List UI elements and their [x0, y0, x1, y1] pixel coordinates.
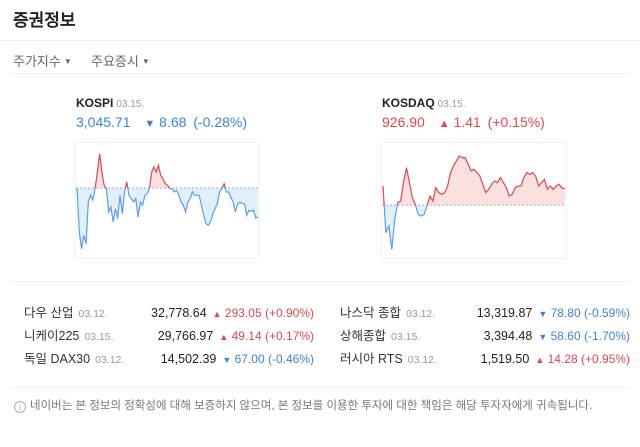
world-index-row[interactable]: 러시아 RTS 03.12. 1,519.50 ▲ 14.28 (+0.95%)	[340, 349, 630, 369]
index-date: 03.12.	[78, 308, 108, 320]
index-label-group: 다우 산업 03.12.	[24, 303, 145, 324]
index-name: 상해종합	[340, 329, 387, 343]
price-line-up	[382, 155, 566, 206]
disclaimer-text: 네이버는 본 정보의 정확성에 대해 보증하지 않으며, 본 정보를 이용한 투…	[30, 400, 593, 412]
index-name: KOSPI	[76, 96, 114, 110]
info-icon: i	[14, 401, 26, 413]
index-percent: (-0.46%)	[267, 352, 314, 366]
kosdaq-sparkline[interactable]	[381, 142, 567, 259]
divider	[10, 281, 630, 282]
index-change: 67.00	[234, 352, 265, 366]
caret-down-icon: ▼	[141, 57, 150, 66]
index-label-group: 독일 DAX30 03.12.	[24, 349, 155, 370]
index-date: 03.12.	[95, 354, 125, 366]
index-date: 03.15.	[391, 331, 421, 343]
area-below-previous-close	[77, 188, 258, 249]
index-change: 8.68	[159, 114, 187, 130]
area-above-previous-close	[383, 155, 565, 206]
index-label-group: 러시아 RTS 03.12.	[340, 349, 475, 370]
price-line-up	[77, 153, 226, 188]
page-title: 증권정보	[13, 11, 76, 30]
tab-major-markets[interactable]: 주요증시 ▼	[91, 51, 150, 70]
index-change: 14.28	[547, 352, 578, 366]
down-arrow-icon: ▼	[538, 309, 548, 319]
index-change: 49.14	[231, 329, 262, 343]
up-arrow-icon: ▲	[438, 118, 450, 130]
index-change: 78.80	[550, 306, 581, 320]
index-change-group: ▲ 49.14 (+0.17%)	[219, 326, 314, 347]
index-date: 03.12.	[407, 354, 437, 366]
tab-stock-index[interactable]: 주가지수 ▼	[13, 51, 72, 70]
index-name: 독일 DAX30	[24, 352, 91, 366]
index-name: 러시아 RTS	[340, 352, 403, 366]
down-arrow-icon: ▼	[538, 332, 548, 342]
divider	[10, 73, 630, 74]
index-date: 03.15.	[116, 99, 145, 110]
caret-down-icon: ▼	[63, 57, 72, 66]
index-percent: (-0.59%)	[583, 306, 630, 320]
index-name: 나스닥 종합	[340, 306, 401, 320]
index-change: 58.60	[550, 329, 581, 343]
kosdaq-header[interactable]: KOSDAQ 03.15.	[382, 94, 465, 112]
down-arrow-icon: ▼	[222, 355, 232, 365]
world-index-row[interactable]: 니케이225 03.15. 29,766.97 ▲ 49.14 (+0.17%)	[24, 326, 314, 346]
index-percent: (-0.28%)	[193, 114, 247, 130]
index-date: 03.15.	[437, 99, 466, 110]
index-name: KOSDAQ	[382, 96, 435, 110]
kospi-sparkline[interactable]	[75, 142, 260, 259]
index-value: 926.90	[382, 114, 425, 130]
index-percent: (+0.17%)	[264, 329, 314, 343]
index-change-group: ▼ 58.60 (-1.70%)	[538, 326, 630, 347]
world-index-row[interactable]: 상해종합 03.15. 3,394.48 ▼ 58.60 (-1.70%)	[340, 326, 630, 346]
index-value: 29,766.97	[157, 329, 214, 343]
index-value: 3,394.48	[483, 329, 533, 343]
world-index-row[interactable]: 독일 DAX30 03.12. 14,502.39 ▼ 67.00 (-0.46%)	[24, 349, 314, 369]
index-change-group: ▲ 293.05 (+0.90%)	[213, 303, 314, 324]
divider	[10, 387, 630, 388]
kosdaq-value-line: 926.90 ▲ 1.41 (+0.15%)	[382, 114, 545, 130]
down-arrow-icon: ▼	[144, 118, 156, 130]
area-above-previous-close	[77, 153, 258, 188]
index-value: 13,319.87	[476, 306, 533, 320]
index-label-group: 상해종합 03.15.	[340, 326, 478, 347]
kospi-value-line: 3,045.71 ▼ 8.68 (-0.28%)	[76, 114, 247, 130]
price-line-down	[76, 188, 259, 249]
index-name: 다우 산업	[24, 306, 74, 320]
index-percent: (+0.15%)	[487, 114, 545, 130]
index-change-group: ▲ 14.28 (+0.95%)	[535, 349, 630, 370]
index-value: 1,519.50	[480, 352, 530, 366]
index-change-group: ▼ 67.00 (-0.46%)	[222, 349, 314, 370]
index-percent: (+0.90%)	[264, 306, 314, 320]
up-arrow-icon: ▲	[212, 309, 222, 319]
up-arrow-icon: ▲	[535, 355, 545, 365]
world-index-row[interactable]: 다우 산업 03.12. 32,778.64 ▲ 293.05 (+0.90%)	[24, 303, 314, 323]
kospi-header[interactable]: KOSPI 03.15.	[76, 94, 144, 112]
tab-label: 주가지수	[13, 54, 61, 69]
index-label-group: 니케이225 03.15.	[24, 326, 152, 347]
world-index-row[interactable]: 나스닥 종합 03.12. 13,319.87 ▼ 78.80 (-0.59%)	[340, 303, 630, 323]
index-label-group: 나스닥 종합 03.12.	[340, 303, 471, 324]
index-change-group: ▼ 78.80 (-0.59%)	[538, 303, 630, 324]
index-change: 1.41	[453, 114, 481, 130]
disclaimer: i 네이버는 본 정보의 정확성에 대해 보증하지 않으며, 본 정보를 이용한 …	[14, 398, 626, 414]
index-date: 03.15.	[84, 331, 114, 343]
index-percent: (+0.95%)	[580, 352, 630, 366]
index-percent: (-1.70%)	[583, 329, 630, 343]
index-date: 03.12.	[405, 308, 436, 320]
index-value: 14,502.39	[160, 352, 217, 366]
divider	[0, 40, 640, 41]
index-value: 32,778.64	[151, 306, 207, 320]
index-value: 3,045.71	[76, 114, 131, 130]
index-change: 293.05	[224, 306, 262, 320]
index-name: 니케이225	[24, 329, 80, 343]
tab-label: 주요증시	[91, 54, 139, 69]
up-arrow-icon: ▲	[219, 332, 229, 342]
